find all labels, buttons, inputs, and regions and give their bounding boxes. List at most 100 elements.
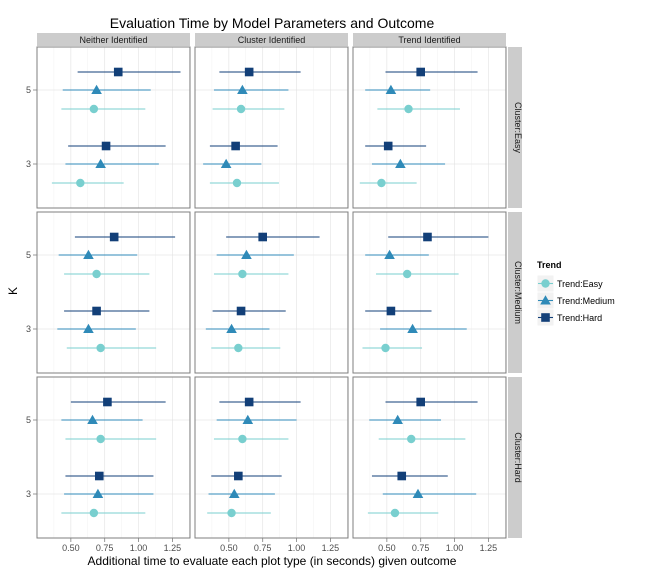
data-point xyxy=(234,343,243,353)
data-point xyxy=(87,414,98,424)
panel-border xyxy=(36,376,191,539)
data-point xyxy=(226,323,237,333)
column-strip-label: Neither Identified xyxy=(79,35,147,45)
x-tick-label: 0.75 xyxy=(412,543,430,553)
data-point xyxy=(244,397,254,407)
x-tick-label: 0.50 xyxy=(220,543,238,553)
panel-background xyxy=(353,47,506,208)
legend: Trend Trend:Easy Trend:Medium Trend:Hard xyxy=(536,260,615,327)
y-tick-label: 5 xyxy=(26,250,31,260)
data-point xyxy=(384,249,395,259)
column-strip-label: Cluster Identified xyxy=(238,35,306,45)
panel-border xyxy=(352,46,507,209)
data-point xyxy=(238,434,247,444)
panel-border xyxy=(352,211,507,374)
panel-border xyxy=(194,211,349,374)
data-point xyxy=(416,67,425,77)
y-tick-label: 5 xyxy=(26,415,31,425)
row-strip xyxy=(508,377,522,538)
data-point xyxy=(103,397,112,407)
data-point xyxy=(395,158,406,168)
panel-border xyxy=(194,376,349,539)
data-point xyxy=(96,434,105,444)
column-strip xyxy=(37,33,190,46)
legend-label: Trend:Medium xyxy=(557,296,615,306)
x-tick-label: 1.00 xyxy=(288,543,306,553)
data-point xyxy=(386,306,396,316)
data-point xyxy=(242,414,254,424)
legend-label: Trend:Hard xyxy=(557,313,602,323)
x-tick-label: 0.50 xyxy=(378,543,396,553)
data-point xyxy=(220,158,232,168)
data-point xyxy=(237,84,248,94)
data-point xyxy=(392,414,403,424)
data-point xyxy=(397,471,407,481)
data-point xyxy=(238,269,247,279)
x-tick-label: 1.00 xyxy=(130,543,148,553)
data-point xyxy=(83,323,94,333)
data-point xyxy=(231,141,240,151)
row-strip xyxy=(508,47,522,208)
panel-border xyxy=(36,211,191,374)
data-point xyxy=(423,232,432,242)
data-point xyxy=(94,471,104,481)
data-point xyxy=(109,232,119,242)
data-point xyxy=(101,141,111,151)
data-point xyxy=(227,508,236,518)
data-point xyxy=(83,249,94,259)
data-point xyxy=(92,488,104,498)
legend-title: Trend xyxy=(537,260,562,270)
y-axis-title: K xyxy=(6,287,20,295)
panel-background xyxy=(37,47,190,208)
data-point xyxy=(407,323,418,333)
panel-background xyxy=(195,377,348,538)
data-point xyxy=(381,343,390,353)
row-strip xyxy=(508,212,522,373)
data-point xyxy=(91,84,102,94)
data-point xyxy=(234,471,243,481)
x-tick-label: 0.75 xyxy=(96,543,114,553)
legend-marker xyxy=(540,295,551,305)
x-tick-label: 0.50 xyxy=(62,543,80,553)
data-point xyxy=(113,67,123,77)
data-point xyxy=(95,158,106,168)
data-point xyxy=(228,488,240,498)
x-tick-label: 1.00 xyxy=(446,543,464,553)
row-strip-label: Cluster:Medium xyxy=(513,261,523,324)
x-tick-label: 0.75 xyxy=(254,543,272,553)
data-point xyxy=(412,488,424,498)
data-point xyxy=(416,397,425,407)
legend-marker xyxy=(541,313,550,322)
data-point xyxy=(236,104,246,114)
data-point xyxy=(236,306,246,316)
chart-title: Evaluation Time by Model Parameters and … xyxy=(110,15,435,31)
panel-border xyxy=(352,376,507,539)
data-point xyxy=(383,141,393,151)
row-strip-label: Cluster:Hard xyxy=(513,432,523,483)
data-point xyxy=(76,178,85,188)
legend-label: Trend:Easy xyxy=(557,279,603,289)
panel-background xyxy=(353,377,506,538)
data-point xyxy=(89,104,99,114)
data-point xyxy=(232,178,242,188)
data-point xyxy=(92,306,101,316)
panels-layer: Neither Identified Cluster Identified Tren… xyxy=(26,33,523,553)
data-point xyxy=(404,104,413,114)
column-strip-label: Trend Identified xyxy=(398,35,460,45)
data-point xyxy=(241,249,252,259)
data-point xyxy=(89,508,99,518)
panel-background xyxy=(195,47,348,208)
panel-border xyxy=(36,46,191,209)
x-tick-label: 1.25 xyxy=(480,543,498,553)
x-tick-label: 1.25 xyxy=(164,543,182,553)
legend-marker xyxy=(541,279,550,288)
column-strip xyxy=(195,33,348,46)
data-point xyxy=(96,343,105,353)
x-tick-label: 1.25 xyxy=(322,543,340,553)
data-point xyxy=(244,67,254,77)
data-point xyxy=(385,84,397,94)
y-tick-label: 3 xyxy=(26,324,31,334)
data-point xyxy=(92,269,101,279)
panel-background xyxy=(195,212,348,373)
